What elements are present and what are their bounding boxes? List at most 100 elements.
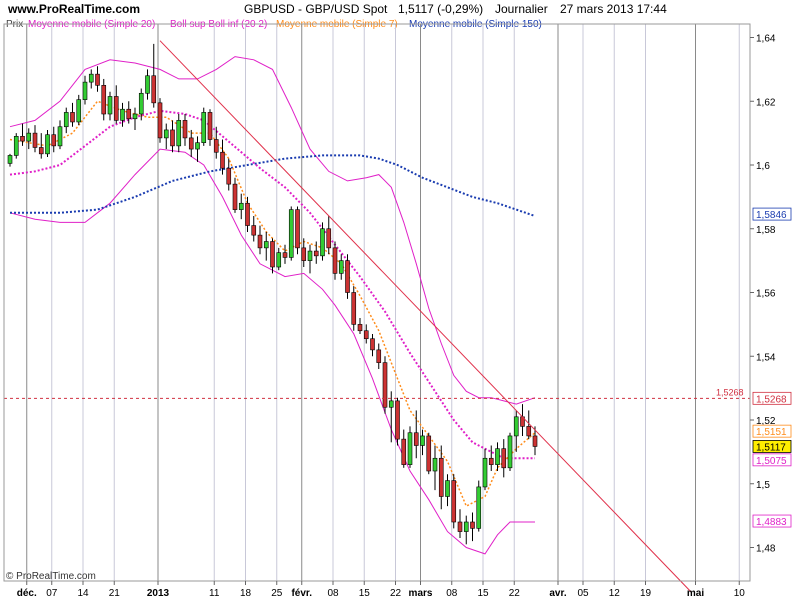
candle-body-28 <box>182 120 188 139</box>
datetime-label: 27 mars 2013 17:44 <box>560 2 667 16</box>
candle-body-23 <box>151 75 157 104</box>
candle-56 <box>357 318 363 334</box>
x-tick-label-1: 07 <box>46 588 58 599</box>
candle-body-46 <box>295 209 300 249</box>
y-tick-label-2: 1,52 <box>756 416 776 427</box>
candle-69 <box>438 445 444 510</box>
candle-body-0 <box>7 155 13 164</box>
candle-body-25 <box>163 129 169 139</box>
candles-group <box>7 43 538 545</box>
candle-7 <box>51 126 57 153</box>
plot-frame <box>3 23 751 582</box>
candle-body-80 <box>507 435 513 469</box>
candle-43 <box>276 247 282 271</box>
y-tick-label-8: 1,64 <box>756 34 776 45</box>
x-tick-label-10: 15 <box>359 588 371 599</box>
x-tick-label-0: déc. <box>17 588 37 599</box>
candle-body-49 <box>313 250 319 257</box>
overlay-lines: 1,5268 <box>4 40 750 593</box>
candle-75 <box>476 480 482 532</box>
candle-body-20 <box>132 113 138 120</box>
candle-35 <box>226 158 232 191</box>
quote-change: 1,5117 (-0,29%) <box>398 2 483 16</box>
candle-body-66 <box>420 435 425 446</box>
candle-52 <box>332 241 338 280</box>
candle-81 <box>513 410 519 452</box>
candle-28 <box>182 114 188 146</box>
candle-37 <box>238 193 244 220</box>
candle-38 <box>245 196 250 232</box>
candle-body-51 <box>326 228 332 249</box>
candle-84 <box>532 426 538 456</box>
candle-body-69 <box>438 457 444 497</box>
candle-body-56 <box>357 324 363 332</box>
candle-body-6 <box>45 134 50 155</box>
candle-42 <box>270 238 275 274</box>
candle-20 <box>132 107 138 130</box>
candle-32 <box>207 109 213 146</box>
axis-badge-box-5 <box>752 514 792 528</box>
candle-73 <box>463 515 469 545</box>
candle-body-65 <box>413 432 419 446</box>
candle-body-26 <box>170 129 175 147</box>
candle-body-15 <box>101 85 107 115</box>
candle-2 <box>20 123 25 146</box>
candle-body-9 <box>63 112 69 128</box>
candle-66 <box>420 429 425 456</box>
axis-badge-label-5: 1,4883 <box>756 517 787 528</box>
candle-body-43 <box>276 252 282 268</box>
candle-33 <box>213 126 219 159</box>
descending-trendline <box>159 40 692 593</box>
candle-body-30 <box>195 142 200 150</box>
candle-body-83 <box>526 426 532 437</box>
x-tick-label-6: 18 <box>240 588 252 599</box>
candle-47 <box>301 238 307 267</box>
candle-40 <box>257 225 263 255</box>
candle-13 <box>88 69 94 89</box>
x-tick-label-14: 15 <box>477 588 489 599</box>
instrument-title: GBPUSD - GBP/USD Spot <box>244 2 388 16</box>
candle-72 <box>457 509 463 538</box>
ma20-line <box>9 109 535 460</box>
candle-3 <box>26 128 32 150</box>
candle-body-45 <box>288 209 294 258</box>
candle-27 <box>176 114 182 153</box>
candle-68 <box>432 445 438 491</box>
candle-22 <box>145 69 150 100</box>
candle-64 <box>407 426 413 468</box>
bollinger-lower-line <box>9 148 535 555</box>
candle-78 <box>495 442 500 471</box>
candle-body-32 <box>207 112 213 140</box>
candle-body-16 <box>107 96 113 115</box>
y-tick-label-5: 1,58 <box>756 225 776 236</box>
axis-badge-box-3 <box>752 440 792 453</box>
candle-body-60 <box>382 362 388 408</box>
x-tick-label-9: 08 <box>327 588 339 599</box>
axis-badge-label-0: 1,5846 <box>756 210 787 221</box>
candle-21 <box>138 88 144 121</box>
candle-body-18 <box>120 108 125 121</box>
candle-body-52 <box>332 247 338 274</box>
candle-body-57 <box>363 330 369 340</box>
x-tick-label-8: févr. <box>291 588 312 599</box>
x-tick-label-18: 12 <box>609 588 621 599</box>
price-badges: 1,5846 1,5268 1,5151 1,5117 1,5075 1,4883 <box>752 207 792 528</box>
candle-body-62 <box>395 400 400 440</box>
candle-11 <box>76 94 82 126</box>
candle-51 <box>326 216 332 255</box>
candle-77 <box>488 445 494 471</box>
candle-16 <box>107 91 113 121</box>
candle-body-39 <box>251 225 257 236</box>
candle-body-27 <box>176 120 182 147</box>
candle-41 <box>263 231 269 261</box>
candle-body-13 <box>88 73 94 83</box>
x-tick-label-7: 25 <box>271 588 283 599</box>
candle-body-68 <box>432 457 438 472</box>
candle-45 <box>288 206 294 261</box>
candle-80 <box>507 432 513 471</box>
candle-6 <box>45 129 50 158</box>
axis-badge-label-1: 1,5268 <box>756 394 787 405</box>
candle-26 <box>170 120 175 153</box>
